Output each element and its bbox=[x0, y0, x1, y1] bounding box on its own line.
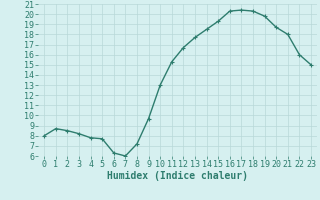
X-axis label: Humidex (Indice chaleur): Humidex (Indice chaleur) bbox=[107, 171, 248, 181]
